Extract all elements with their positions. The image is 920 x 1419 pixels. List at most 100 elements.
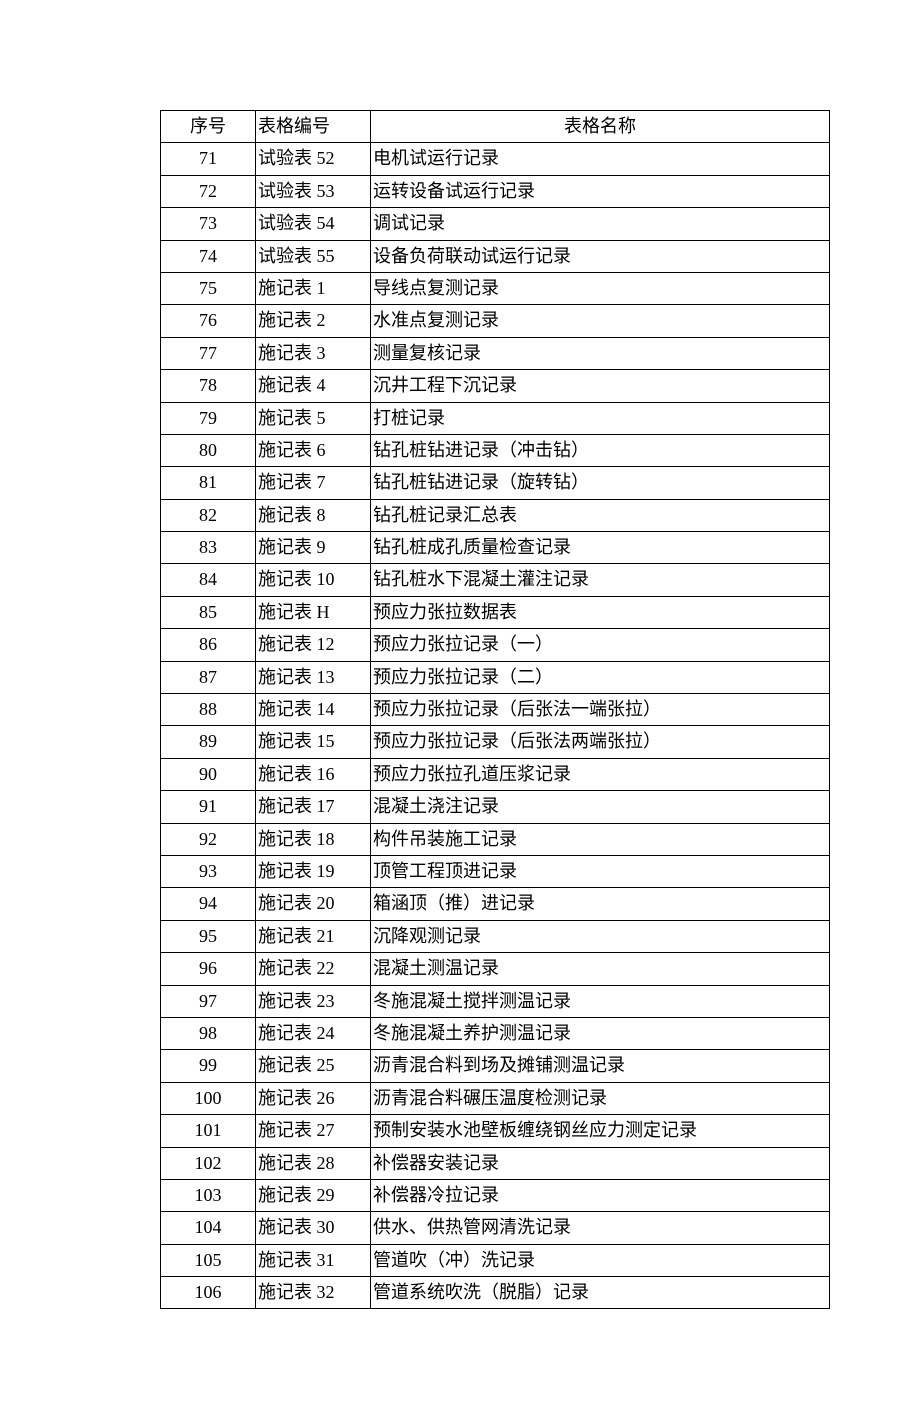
cell-seq: 80 xyxy=(161,434,256,466)
cell-name: 沉井工程下沉记录 xyxy=(371,370,830,402)
table-row: 77施记表 3测量复核记录 xyxy=(161,337,830,369)
cell-seq: 84 xyxy=(161,564,256,596)
cell-code: 施记表 21 xyxy=(256,920,371,952)
cell-name: 预制安装水池壁板缠绕钢丝应力测定记录 xyxy=(371,1115,830,1147)
table-row: 71试验表 52电机试运行记录 xyxy=(161,143,830,175)
table-row: 100施记表 26沥青混合料碾压温度检测记录 xyxy=(161,1082,830,1114)
cell-name: 沉降观测记录 xyxy=(371,920,830,952)
cell-seq: 72 xyxy=(161,175,256,207)
cell-name: 冬施混凝土养护测温记录 xyxy=(371,1017,830,1049)
cell-name: 预应力张拉记录（后张法一端张拉） xyxy=(371,694,830,726)
cell-code: 施记表 24 xyxy=(256,1017,371,1049)
table-row: 94施记表 20箱涵顶（推）进记录 xyxy=(161,888,830,920)
cell-seq: 78 xyxy=(161,370,256,402)
table-row: 74试验表 55设备负荷联动试运行记录 xyxy=(161,240,830,272)
cell-name: 混凝土测温记录 xyxy=(371,953,830,985)
table-row: 86施记表 12预应力张拉记录（一） xyxy=(161,629,830,661)
table-row: 79施记表 5打桩记录 xyxy=(161,402,830,434)
table-row: 101施记表 27预制安装水池壁板缠绕钢丝应力测定记录 xyxy=(161,1115,830,1147)
table-row: 76施记表 2水准点复测记录 xyxy=(161,305,830,337)
cell-name: 调试记录 xyxy=(371,208,830,240)
cell-name: 钻孔桩钻进记录（冲击钻） xyxy=(371,434,830,466)
cell-name: 钻孔桩钻进记录（旋转钻） xyxy=(371,467,830,499)
cell-seq: 91 xyxy=(161,791,256,823)
cell-name: 冬施混凝土搅拌测温记录 xyxy=(371,985,830,1017)
table-row: 75施记表 1导线点复测记录 xyxy=(161,272,830,304)
cell-code: 施记表 26 xyxy=(256,1082,371,1114)
cell-name: 供水、供热管网清洗记录 xyxy=(371,1212,830,1244)
cell-code: 施记表 17 xyxy=(256,791,371,823)
cell-code: 施记表 H xyxy=(256,596,371,628)
table-row: 78施记表 4沉井工程下沉记录 xyxy=(161,370,830,402)
cell-seq: 73 xyxy=(161,208,256,240)
cell-name: 打桩记录 xyxy=(371,402,830,434)
cell-seq: 85 xyxy=(161,596,256,628)
cell-seq: 93 xyxy=(161,855,256,887)
table-row: 90施记表 16预应力张拉孔道压浆记录 xyxy=(161,758,830,790)
forms-index-table: 序号 表格编号 表格名称 71试验表 52电机试运行记录72试验表 53运转设备… xyxy=(160,110,830,1309)
cell-code: 施记表 27 xyxy=(256,1115,371,1147)
cell-code: 施记表 7 xyxy=(256,467,371,499)
cell-code: 施记表 22 xyxy=(256,953,371,985)
cell-name: 运转设备试运行记录 xyxy=(371,175,830,207)
cell-seq: 104 xyxy=(161,1212,256,1244)
table-row: 92施记表 18构件吊装施工记录 xyxy=(161,823,830,855)
cell-code: 施记表 20 xyxy=(256,888,371,920)
table-row: 99施记表 25沥青混合料到场及摊铺测温记录 xyxy=(161,1050,830,1082)
cell-name: 补偿器冷拉记录 xyxy=(371,1179,830,1211)
cell-code: 施记表 29 xyxy=(256,1179,371,1211)
cell-name: 预应力张拉记录（二） xyxy=(371,661,830,693)
cell-name: 沥青混合料到场及摊铺测温记录 xyxy=(371,1050,830,1082)
cell-code: 施记表 18 xyxy=(256,823,371,855)
cell-name: 预应力张拉记录（后张法两端张拉） xyxy=(371,726,830,758)
cell-seq: 88 xyxy=(161,694,256,726)
cell-name: 水准点复测记录 xyxy=(371,305,830,337)
cell-code: 施记表 9 xyxy=(256,532,371,564)
table-row: 97施记表 23冬施混凝土搅拌测温记录 xyxy=(161,985,830,1017)
header-code: 表格编号 xyxy=(256,111,371,143)
cell-code: 试验表 54 xyxy=(256,208,371,240)
cell-seq: 94 xyxy=(161,888,256,920)
cell-name: 构件吊装施工记录 xyxy=(371,823,830,855)
cell-seq: 92 xyxy=(161,823,256,855)
cell-code: 施记表 25 xyxy=(256,1050,371,1082)
table-row: 91施记表 17混凝土浇注记录 xyxy=(161,791,830,823)
cell-seq: 99 xyxy=(161,1050,256,1082)
cell-seq: 82 xyxy=(161,499,256,531)
table-row: 105施记表 31管道吹（冲）洗记录 xyxy=(161,1244,830,1276)
cell-code: 施记表 1 xyxy=(256,272,371,304)
cell-name: 顶管工程顶进记录 xyxy=(371,855,830,887)
cell-name: 钻孔桩水下混凝土灌注记录 xyxy=(371,564,830,596)
cell-seq: 81 xyxy=(161,467,256,499)
table-row: 85施记表 H预应力张拉数据表 xyxy=(161,596,830,628)
cell-code: 施记表 19 xyxy=(256,855,371,887)
cell-name: 箱涵顶（推）进记录 xyxy=(371,888,830,920)
cell-seq: 95 xyxy=(161,920,256,952)
table-row: 95施记表 21沉降观测记录 xyxy=(161,920,830,952)
cell-code: 施记表 23 xyxy=(256,985,371,1017)
cell-code: 施记表 28 xyxy=(256,1147,371,1179)
cell-name: 预应力张拉孔道压浆记录 xyxy=(371,758,830,790)
cell-seq: 79 xyxy=(161,402,256,434)
cell-seq: 105 xyxy=(161,1244,256,1276)
cell-name: 沥青混合料碾压温度检测记录 xyxy=(371,1082,830,1114)
cell-seq: 100 xyxy=(161,1082,256,1114)
cell-seq: 77 xyxy=(161,337,256,369)
cell-code: 施记表 32 xyxy=(256,1277,371,1309)
table-row: 72试验表 53运转设备试运行记录 xyxy=(161,175,830,207)
cell-code: 施记表 6 xyxy=(256,434,371,466)
table-row: 98施记表 24冬施混凝土养护测温记录 xyxy=(161,1017,830,1049)
cell-name: 钻孔桩成孔质量检查记录 xyxy=(371,532,830,564)
cell-seq: 83 xyxy=(161,532,256,564)
table-row: 106施记表 32管道系统吹洗（脱脂）记录 xyxy=(161,1277,830,1309)
cell-code: 施记表 31 xyxy=(256,1244,371,1276)
document-page: 序号 表格编号 表格名称 71试验表 52电机试运行记录72试验表 53运转设备… xyxy=(0,0,920,1419)
cell-seq: 76 xyxy=(161,305,256,337)
table-row: 104施记表 30供水、供热管网清洗记录 xyxy=(161,1212,830,1244)
cell-name: 钻孔桩记录汇总表 xyxy=(371,499,830,531)
table-row: 103施记表 29补偿器冷拉记录 xyxy=(161,1179,830,1211)
cell-name: 设备负荷联动试运行记录 xyxy=(371,240,830,272)
cell-code: 施记表 4 xyxy=(256,370,371,402)
cell-code: 试验表 55 xyxy=(256,240,371,272)
cell-code: 施记表 13 xyxy=(256,661,371,693)
